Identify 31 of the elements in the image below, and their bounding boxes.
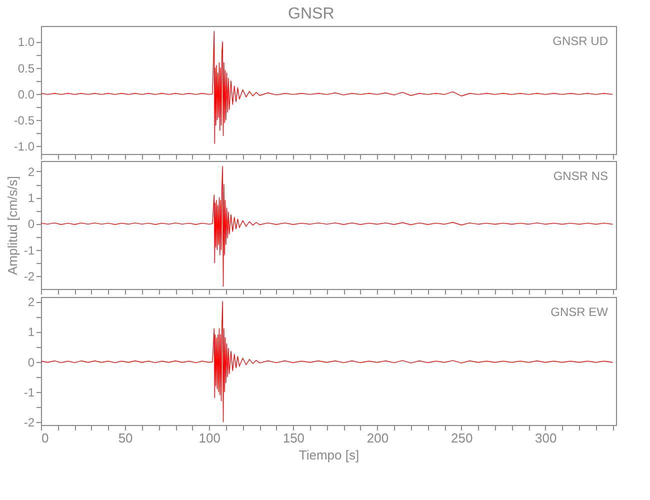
x-tick-label: 200 <box>366 430 389 446</box>
x-tick-label: 250 <box>450 430 473 446</box>
y-tick-label: 1 <box>28 325 35 340</box>
y-tick-label: 0 <box>28 217 35 232</box>
y-tick-label: 1 <box>28 191 35 206</box>
annotation: GNSR NS <box>553 169 608 183</box>
x-tick-label: 100 <box>198 430 220 446</box>
y-tick-label: -2 <box>24 269 35 284</box>
y-tick-label: -1 <box>24 385 35 400</box>
x-tick-label: 50 <box>118 430 133 446</box>
annotation: GNSR UD <box>552 34 608 48</box>
chart-title: GNSR <box>288 6 334 22</box>
y-tick-label: -0.5 <box>14 114 35 128</box>
x-axis-title: Tiempo [s] <box>298 448 360 462</box>
x-tick-label: 300 <box>535 430 557 446</box>
y-tick-label: 2 <box>28 164 35 179</box>
y-tick-label: 1.0 <box>18 35 35 50</box>
annotation: GNSR EW <box>550 305 609 319</box>
line-series <box>41 301 613 422</box>
x-tick-label: 0 <box>42 430 49 446</box>
y-tick-label: 0.0 <box>18 87 35 102</box>
y-tick-label: 2 <box>28 295 35 310</box>
y-tick-label: 0 <box>28 355 35 370</box>
line-series <box>41 30 613 144</box>
y-tick-label: 0.5 <box>18 61 35 76</box>
x-tick-label: 150 <box>282 430 305 446</box>
line-series <box>41 166 613 287</box>
y-axis-title: Amplitud [cm/s/s] <box>4 176 20 275</box>
y-tick-label: -1.0 <box>14 140 35 154</box>
y-tick-label: -1 <box>24 243 35 258</box>
y-tick-label: -2 <box>24 415 35 430</box>
